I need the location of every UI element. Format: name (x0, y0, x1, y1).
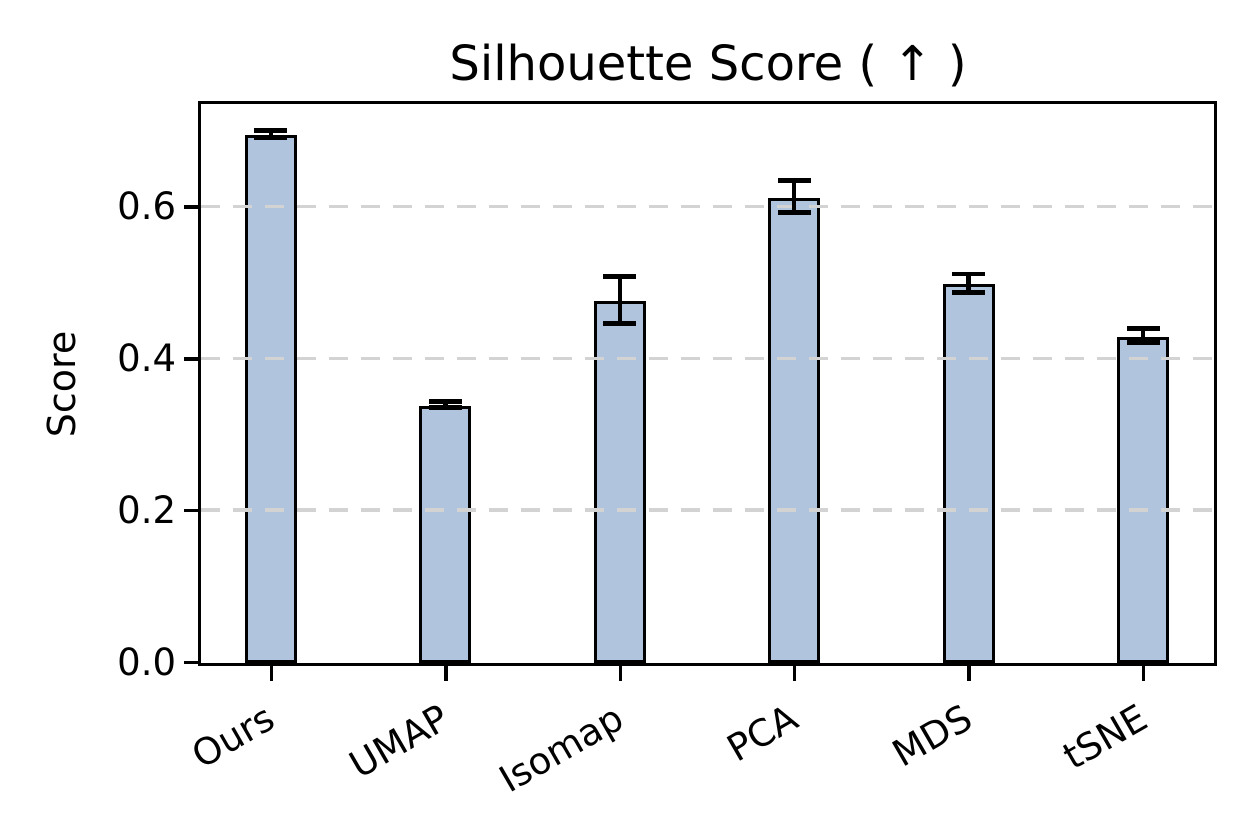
error-bar-cap-bottom-isomap (603, 321, 637, 326)
x-tick-mark (444, 665, 448, 681)
error-bar-line-umap (443, 401, 448, 408)
x-tick-label-umap: UMAP (342, 696, 457, 787)
grid-line (201, 508, 1214, 512)
y-tick-label: 0.2 (117, 488, 176, 532)
y-tick-label: 0.6 (117, 184, 176, 228)
error-bar-cap-bottom-pca (777, 210, 811, 215)
bar-ours (244, 135, 297, 663)
error-bar-line-ours (268, 130, 274, 139)
error-bar-cap-top-mds (952, 271, 986, 277)
error-bar-cap-top-pca (777, 178, 811, 183)
bar-tsne (1117, 336, 1170, 663)
bar-isomap (593, 300, 646, 663)
error-bar-cap-top-ours (254, 128, 288, 133)
error-bar-cap-top-isomap (603, 274, 637, 279)
grid-line (201, 356, 1214, 361)
error-bar-cap-bottom-mds (952, 290, 986, 295)
error-bar-line-tsne (1140, 328, 1146, 343)
error-bar-line-pca (791, 180, 797, 213)
y-tick-mark (184, 660, 201, 665)
x-tick-mark (967, 665, 971, 681)
x-tick-mark (269, 665, 274, 681)
x-tick-label-mds: MDS (885, 696, 980, 776)
bar-umap (419, 405, 472, 663)
chart-title: Silhouette Score ( ↑ ) (449, 36, 967, 92)
bar-pca (768, 197, 821, 663)
error-bar-cap-top-umap (428, 399, 462, 404)
plot-area (198, 101, 1217, 666)
bar-mds (942, 284, 995, 663)
y-tick-label: 0.0 (117, 640, 176, 684)
error-bar-cap-bottom-tsne (1126, 340, 1160, 345)
error-bar-cap-bottom-ours (254, 135, 288, 141)
x-tick-label-tsne: tSNE (1055, 696, 1155, 779)
error-bar-cap-bottom-umap (428, 405, 462, 410)
x-tick-label-ours: Ours (184, 696, 282, 778)
y-tick-mark (184, 508, 201, 513)
y-tick-label: 0.4 (117, 336, 176, 380)
error-bar-cap-top-tsne (1126, 326, 1160, 331)
error-bar-line-mds (966, 274, 971, 293)
y-tick-mark (184, 357, 201, 361)
error-bar-line-isomap (617, 276, 622, 324)
x-tick-mark (1141, 665, 1146, 681)
grid-line (201, 204, 1214, 209)
x-tick-mark (792, 665, 797, 681)
x-tick-mark (618, 665, 622, 681)
y-tick-mark (184, 205, 201, 209)
x-tick-label-pca: PCA (720, 696, 806, 771)
x-tick-label-isomap: Isomap (492, 696, 631, 802)
